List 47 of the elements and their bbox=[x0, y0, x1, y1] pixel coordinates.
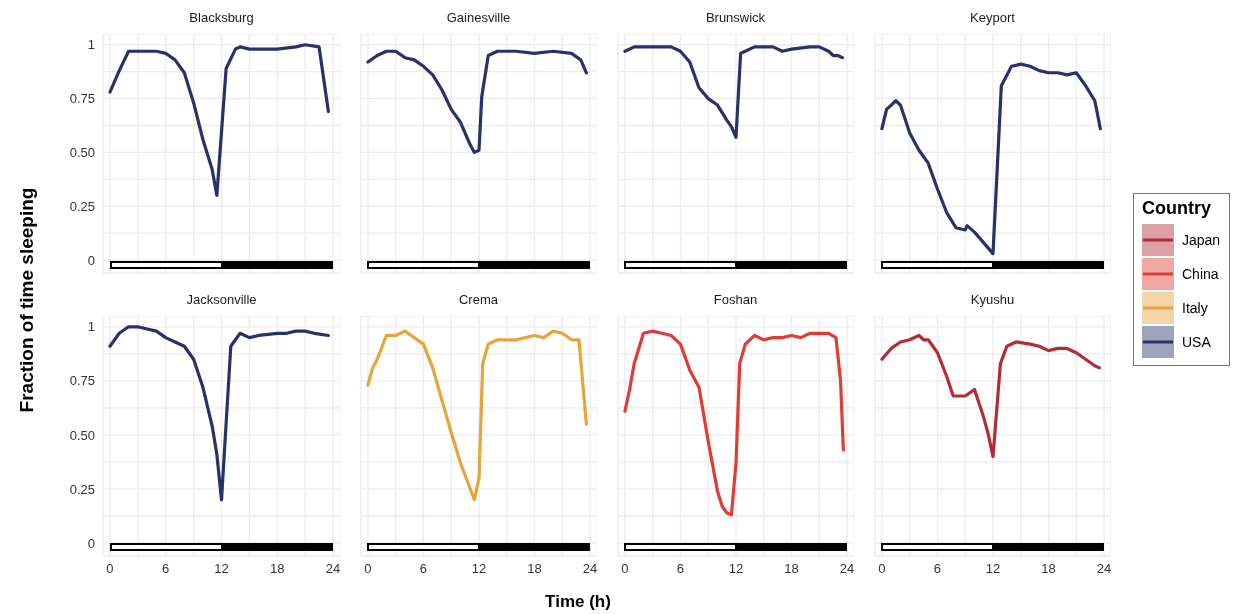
y-tick-label: 1 bbox=[87, 37, 95, 53]
x-tick-label: 0 bbox=[364, 561, 372, 577]
legend-label: Japan bbox=[1182, 232, 1221, 248]
x-tick-label: 6 bbox=[933, 561, 942, 577]
chart-title: Brunswick bbox=[704, 9, 767, 27]
x-tick-label: 24 bbox=[582, 561, 598, 577]
x-tick-label: 0 bbox=[621, 561, 629, 577]
legend-title: Country bbox=[1142, 198, 1212, 219]
y-tick-label: 0.25 bbox=[69, 198, 95, 214]
chart-title: Foshan bbox=[712, 291, 759, 309]
y-tick-label: 1 bbox=[87, 319, 95, 335]
y-tick-label: 0 bbox=[87, 252, 95, 268]
y-tick-label: 0 bbox=[87, 535, 95, 551]
legend-label: USA bbox=[1182, 334, 1211, 350]
x-tick-label: 18 bbox=[527, 561, 542, 577]
line-series bbox=[108, 43, 330, 198]
y-tick-label: 0.75 bbox=[69, 373, 95, 389]
y-tick-label: 0.50 bbox=[69, 145, 95, 161]
chart-title: Keyport bbox=[969, 9, 1016, 27]
chart-title: Crema bbox=[458, 291, 499, 309]
x-tick-label: 24 bbox=[839, 561, 855, 577]
line-series bbox=[108, 325, 330, 502]
x-tick-label: 24 bbox=[325, 561, 341, 577]
x-tick-label: 6 bbox=[162, 561, 170, 577]
x-tick-label: 12 bbox=[985, 561, 1001, 577]
x-tick-label: 6 bbox=[419, 561, 428, 577]
x-tick-label: 12 bbox=[471, 561, 487, 577]
legend-label: China bbox=[1182, 266, 1219, 282]
chart-title: Jacksonville bbox=[185, 291, 258, 309]
legend-label: Italy bbox=[1182, 300, 1208, 316]
x-tick-label: 0 bbox=[106, 561, 114, 577]
x-tick-label: 12 bbox=[214, 561, 229, 577]
y-axis-title: Fraction of time sleeping bbox=[16, 187, 38, 413]
x-tick-label: 18 bbox=[784, 561, 799, 577]
x-tick-label: 6 bbox=[676, 561, 685, 577]
y-tick-label: 0.25 bbox=[69, 481, 95, 497]
chart-title: Blacksburg bbox=[188, 9, 255, 27]
chart-title: Kyushu bbox=[969, 291, 1016, 309]
x-axis-title: Time (h) bbox=[545, 592, 611, 612]
x-tick-label: 24 bbox=[1096, 561, 1112, 577]
x-tick-label: 18 bbox=[270, 561, 285, 577]
x-tick-label: 0 bbox=[878, 561, 886, 577]
chart-title: Gainesville bbox=[445, 9, 512, 27]
x-tick-label: 12 bbox=[728, 561, 744, 577]
x-tick-label: 18 bbox=[1041, 561, 1056, 577]
y-tick-label: 0.75 bbox=[69, 91, 95, 107]
y-tick-label: 0.50 bbox=[69, 427, 95, 443]
